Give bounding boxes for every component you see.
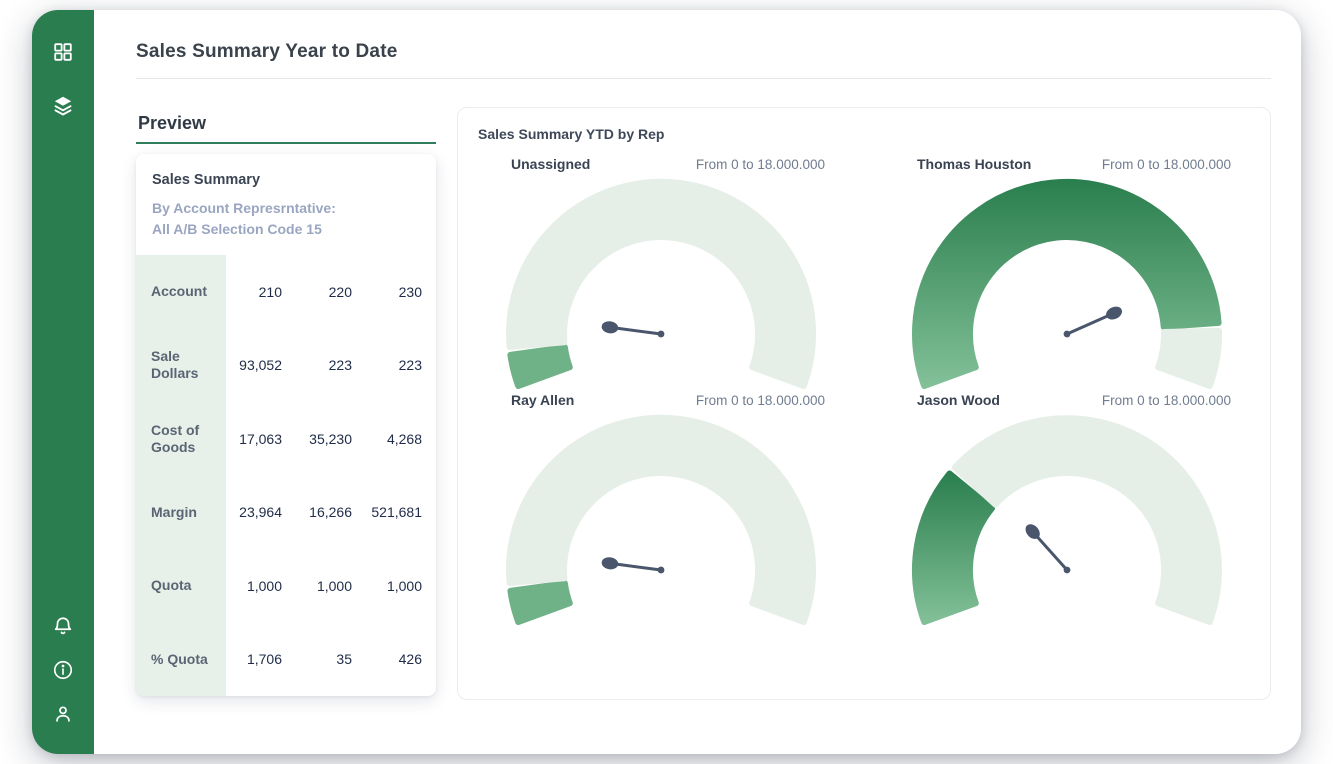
gauge-ray-allen: Ray Allen From 0 to 18.000.000 <box>458 392 864 626</box>
cell-value: 16,266 <box>309 504 352 521</box>
cell-value: 1,000 <box>386 577 422 594</box>
gauges-panel: Sales Summary YTD by Rep Unassigned From… <box>457 107 1271 700</box>
gauge-title: Ray Allen <box>511 392 575 408</box>
gauge-chart <box>506 414 817 625</box>
cell-value: 1,000 <box>246 577 282 594</box>
gauges-grid: Unassigned From 0 to 18.000.000 Thomas H… <box>458 156 1270 626</box>
cell-value: 23,964 <box>239 504 282 521</box>
preview-heading: Preview <box>136 107 436 144</box>
sidebar-bottom-icons <box>51 614 75 726</box>
main-content: Sales Summary Year to Date Preview Sales… <box>94 10 1301 754</box>
cell-value: 35 <box>336 651 352 668</box>
gauge-title: Thomas Houston <box>917 156 1032 172</box>
table-row: Account 210 220 230 <box>136 255 436 329</box>
table-row: Quota 1,000 1,000 1,000 <box>136 549 436 623</box>
cell-value: 223 <box>328 357 352 374</box>
gauge-thomas-houston: Thomas Houston From 0 to 18.000.000 <box>864 156 1270 390</box>
gauge-unassigned: Unassigned From 0 to 18.000.000 <box>458 156 864 390</box>
card-subtitle-line2: All A/B Selection Code 15 <box>152 221 322 237</box>
gauge-chart <box>912 415 1222 625</box>
user-icon[interactable] <box>51 702 75 726</box>
table-row: Cost of Goods 17,063 35,230 4,268 <box>136 402 436 476</box>
cell-value: 93,052 <box>239 357 282 374</box>
row-label: Quota <box>136 549 226 623</box>
cell-value: 17,063 <box>239 430 282 447</box>
page-title: Sales Summary Year to Date <box>136 41 398 62</box>
sidebar <box>32 10 94 754</box>
cell-value: 35,230 <box>309 430 352 447</box>
page-header: Sales Summary Year to Date <box>136 10 1271 79</box>
card-title: Sales Summary <box>152 172 261 188</box>
gauge-jason-wood: Jason Wood From 0 to 18.000.000 <box>864 392 1270 626</box>
row-label: % Quota <box>136 622 226 696</box>
dashboard-grid-icon[interactable] <box>51 40 75 64</box>
card-subtitle: By Account Represrntative: All A/B Selec… <box>136 188 436 240</box>
card-subtitle-line1: By Account Represrntative: <box>152 200 336 216</box>
row-label: Cost of Goods <box>136 402 226 476</box>
cell-value: 223 <box>398 357 422 374</box>
gauges-panel-heading: Sales Summary YTD by Rep <box>478 126 665 142</box>
table-row: Margin 23,964 16,266 521,681 <box>136 475 436 549</box>
row-label: Sale Dollars <box>136 328 226 402</box>
gauge-range-label: From 0 to 18.000.000 <box>1101 393 1231 408</box>
row-label: Account <box>136 255 226 329</box>
row-label: Margin <box>136 475 226 549</box>
gauge-title: Unassigned <box>511 156 591 172</box>
gauge-chart <box>506 178 817 389</box>
cell-value: 426 <box>398 651 422 668</box>
cell-value: 230 <box>398 283 422 300</box>
cell-value: 1,000 <box>316 577 352 594</box>
sidebar-top-icons <box>51 40 75 118</box>
cell-value: 521,681 <box>371 504 422 521</box>
table-row: % Quota 1,706 35 426 <box>136 622 436 696</box>
info-icon[interactable] <box>51 658 75 682</box>
gauge-chart <box>912 178 1223 389</box>
gauge-title: Jason Wood <box>917 392 1000 408</box>
gauge-range-label: From 0 to 18.000.000 <box>1101 157 1231 172</box>
sales-summary-card: Sales Summary By Account Represrntative:… <box>136 154 436 696</box>
cell-value: 1,706 <box>246 651 282 668</box>
cell-value: 220 <box>328 283 352 300</box>
table-row: Sale Dollars 93,052 223 223 <box>136 328 436 402</box>
cell-value: 4,268 <box>386 430 422 447</box>
app-window: Sales Summary Year to Date Preview Sales… <box>32 10 1301 754</box>
layers-icon[interactable] <box>51 94 75 118</box>
gauge-range-label: From 0 to 18.000.000 <box>695 157 825 172</box>
gauge-range-label: From 0 to 18.000.000 <box>695 393 825 408</box>
preview-panel: Preview Sales Summary By Account Represr… <box>136 107 436 696</box>
cell-value: 210 <box>258 283 282 300</box>
sales-summary-table: Account 210 220 230 Sale Dollars 93,052 <box>136 255 436 696</box>
bell-icon[interactable] <box>51 614 75 638</box>
